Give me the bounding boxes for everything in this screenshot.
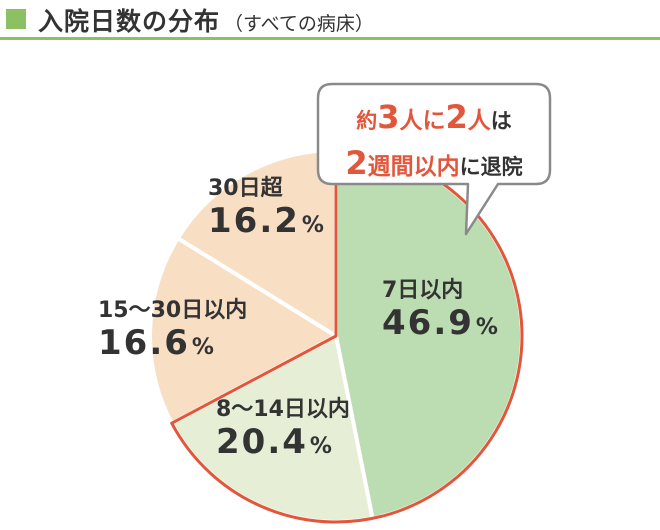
slice-label-3: 30日超 16.2% <box>208 176 326 245</box>
subtitle-text: （すべての病床） <box>224 13 374 35</box>
slice-label-1: 8〜14日以内 20.4% <box>216 397 350 466</box>
callout-fragment-5: は <box>490 109 512 133</box>
slice-name: 7日以内 <box>382 278 464 303</box>
slice-name: 8〜14日以内 <box>216 397 350 422</box>
callout-fragment-1: 3 <box>377 98 400 136</box>
slice-label-2: 15〜30日以内 16.6% <box>98 298 247 367</box>
slice-percent: 46.9% <box>382 304 500 347</box>
header-square-icon <box>6 9 26 29</box>
percent-unit: % <box>309 434 334 459</box>
percent-unit: % <box>301 213 326 238</box>
callout-text: 約3人に2人は 2週間以内に退院 <box>316 96 552 188</box>
slice-name: 30日超 <box>208 176 283 201</box>
slice-name: 15〜30日以内 <box>98 298 248 323</box>
header: 入院日数の分布 （すべての病床） <box>0 0 660 40</box>
callout-fragment-0: 2 <box>345 144 368 182</box>
callout-fragment-0: 約 <box>356 109 378 133</box>
callout-fragment-1: 週間以内 <box>367 154 460 180</box>
slice-percent: 16.2% <box>208 202 326 245</box>
percent-value: 46.9 <box>382 303 474 343</box>
callout-fragment-2: 人に <box>399 108 446 134</box>
slice-label-0: 7日以内 46.9% <box>382 278 500 347</box>
percent-value: 16.6 <box>98 323 190 363</box>
slice-percent: 20.4% <box>216 423 350 466</box>
percent-unit: % <box>475 315 500 340</box>
title-text: 入院日数の分布 <box>38 7 221 36</box>
callout-fragment-2: に退院 <box>459 155 523 179</box>
callout-fragment-3: 2 <box>445 98 468 136</box>
slice-percent: 16.6% <box>98 324 247 367</box>
callout-line-1: 約3人に2人は <box>316 96 552 142</box>
page-title: 入院日数の分布 （すべての病床） <box>38 2 374 38</box>
percent-unit: % <box>191 335 216 360</box>
callout-bubble <box>316 82 552 236</box>
callout-line-2: 2週間以内に退院 <box>316 142 552 188</box>
callout-fragment-4: 人 <box>467 108 491 134</box>
percent-value: 16.2 <box>208 201 300 241</box>
percent-value: 20.4 <box>216 422 308 462</box>
pie-slice-2 <box>148 236 338 426</box>
header-rule <box>0 37 660 40</box>
